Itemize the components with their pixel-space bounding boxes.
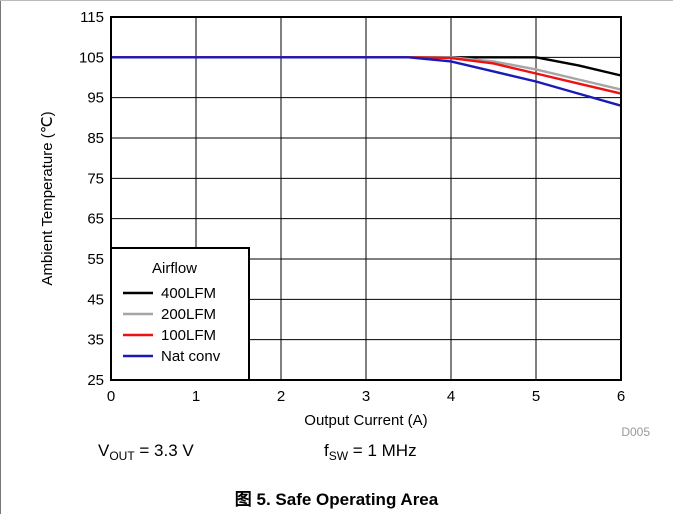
- fsw-condition: fSW = 1 MHz: [324, 441, 417, 463]
- y-tick-label: 55: [87, 251, 104, 268]
- legend-box: [110, 247, 250, 381]
- y-tick-label: 95: [87, 90, 104, 107]
- y-tick-label: 45: [87, 291, 104, 308]
- vout-subscript: OUT: [109, 449, 135, 463]
- series-lines: [111, 56, 622, 107]
- x-tick-label: 3: [362, 388, 370, 405]
- fsw-subscript: SW: [328, 449, 349, 463]
- legend-label: 400LFM: [161, 285, 216, 302]
- x-tick-label: 4: [447, 388, 455, 405]
- y-tick-label: 75: [87, 170, 104, 187]
- fsw-value: = 1 MHz: [348, 441, 417, 460]
- legend-title: Airflow: [152, 260, 197, 277]
- legend-label: 100LFM: [161, 327, 216, 344]
- x-tick-label: 5: [532, 388, 540, 405]
- y-tick-label: 65: [87, 211, 104, 228]
- fsw-symbol: f: [324, 441, 329, 460]
- legend-entries: 400LFM 200LFM 100LFM Nat conv: [123, 285, 221, 365]
- legend-label: 200LFM: [161, 306, 216, 323]
- plot-area-border: [110, 16, 622, 381]
- y-tick-label: 115: [80, 9, 104, 26]
- frame-left-border: [0, 0, 1, 514]
- x-tick-label: 2: [277, 388, 285, 405]
- vout-condition: VOUT = 3.3 V: [98, 441, 194, 463]
- y-axis-label: Ambient Temperature (℃): [39, 111, 56, 285]
- y-tick-label: 35: [87, 332, 104, 349]
- figure-caption: 图 5. Safe Operating Area: [234, 490, 439, 509]
- y-tick-label: 85: [87, 130, 104, 147]
- x-tick-label: 1: [192, 388, 200, 405]
- vout-symbol: V: [98, 441, 110, 460]
- x-tick-label: 6: [617, 388, 625, 405]
- legend: Airflow 400LFM 200LFM 100LFM Nat conv: [110, 247, 250, 381]
- series-line-nat-conv: [111, 56, 622, 107]
- frame-top-border: [0, 0, 673, 1]
- figure-id-annotation: D005: [621, 425, 650, 439]
- x-axis-label: Output Current (A): [304, 412, 427, 429]
- vout-value: = 3.3 V: [134, 441, 194, 460]
- legend-label: Nat conv: [161, 348, 221, 365]
- y-tick-label: 105: [79, 49, 104, 66]
- x-tick-label: 0: [107, 388, 115, 405]
- y-tick-label: 25: [87, 372, 104, 389]
